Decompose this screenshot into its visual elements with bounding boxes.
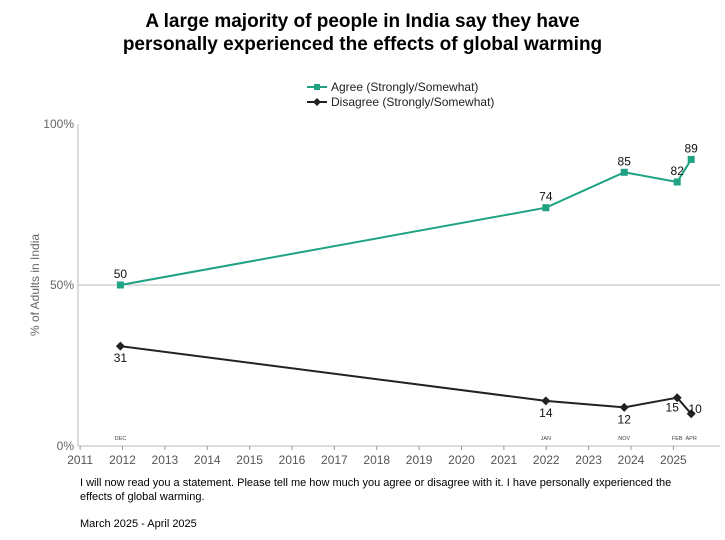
month-label: DEC [115,436,127,442]
x-tick-label: 2019 [406,453,433,467]
data-point-disagree [541,396,551,406]
data-point-agree [116,281,124,289]
data-point-disagree [686,409,696,419]
y-tick-label: 0% [57,439,75,453]
chart-title: A large majority of people in India say … [0,10,725,56]
data-label: 14 [539,406,553,420]
x-tick-label: 2022 [533,453,560,467]
x-tick-label: 2018 [363,453,390,467]
data-label: 15 [666,401,680,415]
date-range: March 2025 - April 2025 [80,518,197,530]
legend-item-agree: Agree (Strongly/Somewhat) [307,80,478,94]
x-tick-label: 2012 [109,453,136,467]
data-label: 85 [618,154,632,168]
data-point-agree [620,168,628,176]
legend-label-disagree: Disagree (Strongly/Somewhat) [331,95,495,109]
x-tick-label: 2015 [236,453,263,467]
series-line-agree [120,158,693,286]
legend-marker-square-icon [307,84,327,90]
data-label: 50 [114,267,128,281]
legend-item-disagree: Disagree (Strongly/Somewhat) [307,95,494,109]
month-label: APR [686,436,697,442]
x-tick-label: 2014 [194,453,221,467]
data-point-disagree [619,402,629,412]
x-tick-label: 2024 [618,453,645,467]
x-tick-label: 2020 [448,453,475,467]
data-label: 10 [689,402,703,416]
data-point-agree [542,204,550,212]
legend-marker-diamond-icon [307,98,327,106]
month-label: JAN [541,436,551,442]
legend-label-agree: Agree (Strongly/Somewhat) [331,80,479,94]
data-label: 31 [114,351,128,365]
title-line-2: personally experienced the effects of gl… [122,34,603,55]
x-tick-label: 2023 [575,453,602,467]
series-line-disagree [120,345,692,415]
data-point-disagree [672,393,682,403]
x-tick-label: 2013 [152,453,179,467]
x-tick-label: 2021 [491,453,518,467]
x-tick-label: 2011 [67,453,93,467]
month-label: FEB [672,436,683,442]
y-axis-label: % of Adults in India [28,234,42,336]
x-tick-label: 2017 [321,453,348,467]
data-label: 12 [618,412,632,426]
x-tick-label: 2016 [279,453,306,467]
data-label: 82 [671,164,685,178]
data-label: 74 [539,190,553,204]
month-label: NOV [618,436,630,442]
y-tick-label: 50% [50,278,74,292]
question-text: I will now read you a statement. Please … [80,477,672,503]
data-point-agree [673,178,681,186]
x-tick-label: 2025 [660,453,687,467]
data-label: 89 [685,141,699,155]
data-point-disagree [115,341,125,351]
data-point-agree [687,155,695,163]
title-line-1: A large majority of people in India say … [145,11,580,32]
y-tick-label: 100% [43,117,74,131]
